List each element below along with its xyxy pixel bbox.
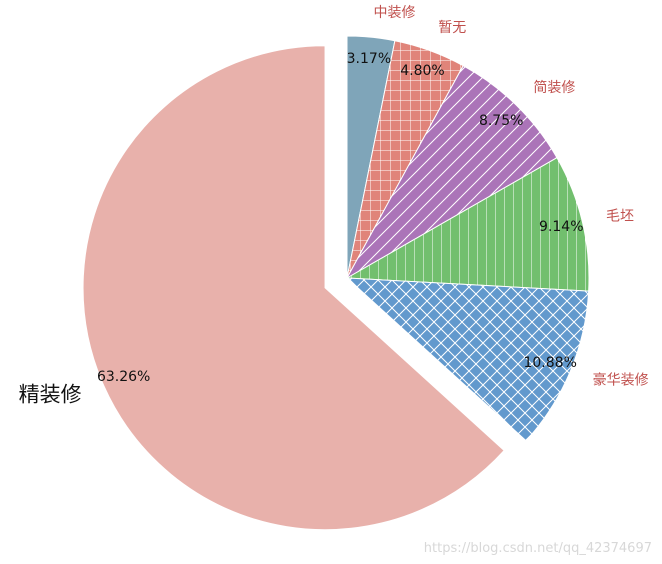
slice-percent-label: 9.14%	[539, 219, 583, 235]
pie-slice-hatch-2	[347, 40, 464, 279]
slice-percent-label: 8.75%	[479, 113, 523, 129]
slice-percent-label: 63.26%	[97, 369, 150, 385]
pie-slices	[82, 35, 590, 531]
slice-category-label: 中装修	[373, 5, 415, 21]
slice-category-label: 简装修	[533, 79, 575, 96]
pie-slice-6	[82, 45, 505, 531]
slice-percent-label: 4.80%	[400, 63, 444, 79]
slice-category-label: 毛坯	[606, 209, 634, 225]
pie-slice-hatch-5	[347, 278, 589, 441]
pie-slice-hatch-3	[347, 65, 557, 278]
slice-percent-label: 3.17%	[347, 51, 391, 67]
slice-category-label: 暂无	[438, 20, 466, 36]
slice-category-label: 豪华装修	[593, 373, 649, 389]
slice-category-label: 精装修	[19, 382, 82, 406]
watermark-text: https://blog.csdn.net/qq_42374697	[424, 541, 652, 556]
pie-labels: 3.17% 中装修 4.80% 暂无 8.75% 简装修 9.14% 毛坯 10.88% 豪华装修…	[19, 5, 649, 406]
slice-percent-label: 10.88%	[523, 355, 576, 371]
pie-slice-hatch-4	[347, 157, 589, 292]
